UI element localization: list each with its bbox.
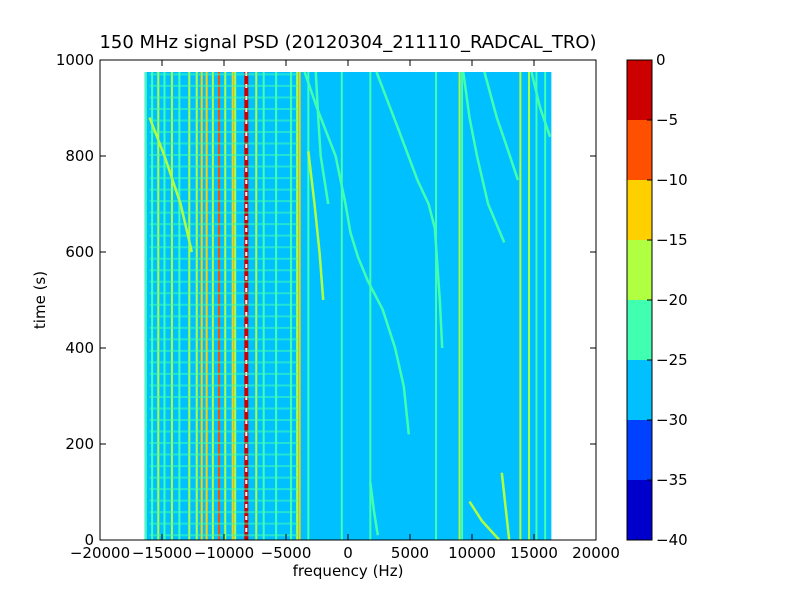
x-tick-label: −15000 [132, 544, 192, 562]
drift-trace [303, 71, 411, 435]
y-tick-label: 400 [65, 339, 94, 357]
y-tick-label: 800 [65, 147, 94, 165]
drift-trace [314, 71, 330, 205]
drift-traces [148, 71, 552, 540]
plot-area [144, 71, 552, 540]
drift-trace [462, 71, 506, 243]
colorbar-tick-label: −35 [656, 471, 688, 489]
colorbar-tick-label: −25 [656, 351, 688, 369]
colorbar-tick-label: −30 [656, 411, 688, 429]
x-axis: −20000 −15000 −10000 −5000 0 5000 10000 15000 20… [70, 60, 620, 562]
colorbar-tick-label: 0 [656, 51, 666, 69]
colorbar-segment [627, 360, 652, 420]
y-tick-label: 0 [84, 531, 94, 549]
y-tick-label: 1000 [56, 51, 94, 69]
colorbar-tick-label: −15 [656, 231, 688, 249]
drift-trace [468, 500, 501, 540]
x-tick-label: 15000 [510, 544, 558, 562]
horizontal-bands [149, 73, 299, 537]
x-tick-label: 10000 [448, 544, 496, 562]
y-axis-label: time (s) [31, 271, 49, 329]
colorbar-segment [627, 120, 652, 180]
y-tick-label: 200 [65, 435, 94, 453]
y-tick-label: 600 [65, 243, 94, 261]
vertical-lines [144, 72, 547, 540]
drift-trace [483, 71, 520, 181]
colorbar-tick-label: −40 [656, 531, 688, 549]
x-tick-label: −20000 [70, 544, 130, 562]
x-axis-label: frequency (Hz) [293, 562, 404, 580]
drift-trace [307, 151, 325, 301]
x-tick-label: −5000 [261, 544, 312, 562]
drift-trace [148, 117, 194, 253]
x-tick-label: 5000 [391, 544, 429, 562]
colorbar-segment [627, 240, 652, 300]
colorbar: −40 −35 −30 −25 −20 −15 −10 −5 0 [626, 51, 688, 549]
colorbar-segment [627, 60, 652, 120]
x-tick-label: 20000 [572, 544, 620, 562]
colorbar-segment [627, 300, 652, 360]
drift-trace [375, 71, 444, 349]
drift-trace [530, 71, 552, 138]
colorbar-tick-label: −20 [656, 291, 688, 309]
colorbar-segment [627, 180, 652, 240]
chart-title: 150 MHz signal PSD (20120304_211110_RADC… [99, 32, 596, 53]
colorbar-segment [627, 420, 652, 480]
drift-trace [500, 472, 511, 540]
drift-trace [369, 482, 380, 536]
y-axis: 0 200 400 600 800 1000 [56, 51, 596, 549]
colorbar-segment [627, 480, 652, 540]
colorbar-tick-label: −10 [656, 171, 688, 189]
x-tick-label: −10000 [194, 544, 254, 562]
colorbar-tick-label: −5 [656, 111, 678, 129]
x-tick-label: 0 [343, 544, 353, 562]
